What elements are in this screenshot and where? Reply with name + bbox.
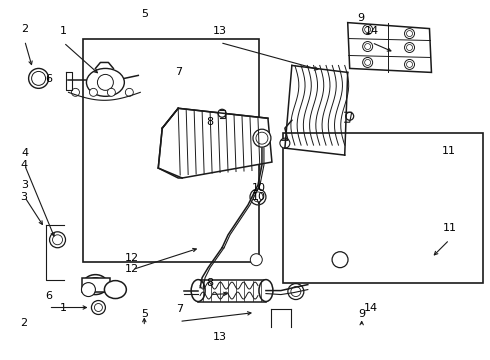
Text: 4: 4 bbox=[21, 148, 28, 158]
Text: 11: 11 bbox=[442, 223, 456, 233]
Circle shape bbox=[288, 284, 304, 300]
Text: 4: 4 bbox=[21, 160, 28, 170]
Ellipse shape bbox=[191, 280, 205, 302]
Text: 9: 9 bbox=[358, 310, 365, 319]
Text: 5: 5 bbox=[141, 9, 148, 19]
Text: 12: 12 bbox=[125, 253, 139, 263]
Text: 9: 9 bbox=[358, 13, 365, 23]
Bar bbox=[283, 133, 484, 283]
Circle shape bbox=[125, 88, 133, 96]
Circle shape bbox=[291, 287, 301, 297]
Circle shape bbox=[363, 24, 372, 35]
Circle shape bbox=[32, 71, 46, 85]
Text: 8: 8 bbox=[206, 117, 213, 127]
Circle shape bbox=[49, 232, 66, 248]
Text: 2: 2 bbox=[21, 318, 28, 328]
Circle shape bbox=[256, 132, 268, 144]
Bar bbox=[198, 280, 266, 302]
Circle shape bbox=[218, 109, 226, 117]
Bar bbox=[82, 278, 110, 292]
Text: 10: 10 bbox=[252, 183, 266, 193]
Text: 10: 10 bbox=[252, 192, 266, 202]
Circle shape bbox=[405, 59, 415, 69]
Ellipse shape bbox=[104, 280, 126, 298]
Circle shape bbox=[407, 45, 413, 50]
Text: 11: 11 bbox=[442, 145, 456, 156]
Circle shape bbox=[346, 112, 354, 120]
Text: 3: 3 bbox=[21, 180, 28, 190]
Circle shape bbox=[95, 303, 102, 311]
Circle shape bbox=[407, 31, 413, 37]
Circle shape bbox=[92, 301, 105, 315]
Polygon shape bbox=[348, 23, 432, 72]
Text: 3: 3 bbox=[21, 192, 27, 202]
Circle shape bbox=[253, 192, 263, 202]
Circle shape bbox=[28, 68, 49, 88]
Text: 7: 7 bbox=[175, 305, 183, 315]
Circle shape bbox=[250, 189, 266, 205]
Circle shape bbox=[407, 62, 413, 67]
Circle shape bbox=[363, 41, 372, 51]
Circle shape bbox=[81, 283, 96, 297]
Circle shape bbox=[405, 42, 415, 53]
Text: 1: 1 bbox=[60, 303, 67, 314]
Circle shape bbox=[365, 59, 370, 66]
Circle shape bbox=[98, 75, 113, 90]
Text: 7: 7 bbox=[175, 67, 183, 77]
Ellipse shape bbox=[83, 275, 108, 294]
Bar bbox=[83, 40, 259, 262]
Text: 13: 13 bbox=[213, 26, 227, 36]
Text: 14: 14 bbox=[364, 303, 378, 314]
Circle shape bbox=[405, 28, 415, 39]
Circle shape bbox=[365, 44, 370, 50]
Text: 14: 14 bbox=[365, 26, 379, 36]
Text: 6: 6 bbox=[45, 291, 52, 301]
Circle shape bbox=[280, 138, 290, 148]
Text: 8: 8 bbox=[207, 278, 214, 288]
Ellipse shape bbox=[86, 68, 124, 96]
Ellipse shape bbox=[259, 280, 273, 302]
Circle shape bbox=[52, 235, 63, 245]
Circle shape bbox=[365, 27, 370, 32]
Circle shape bbox=[363, 58, 372, 67]
Text: 5: 5 bbox=[141, 310, 148, 319]
Circle shape bbox=[253, 129, 271, 147]
Text: 6: 6 bbox=[45, 74, 52, 84]
Circle shape bbox=[250, 254, 262, 266]
Circle shape bbox=[107, 88, 115, 96]
Text: 1: 1 bbox=[60, 26, 67, 36]
Circle shape bbox=[90, 88, 98, 96]
Text: 13: 13 bbox=[213, 332, 226, 342]
Text: 2: 2 bbox=[21, 23, 28, 33]
Text: 12: 12 bbox=[124, 264, 139, 274]
Circle shape bbox=[72, 88, 79, 96]
Polygon shape bbox=[158, 108, 272, 178]
Ellipse shape bbox=[86, 278, 104, 292]
Circle shape bbox=[332, 252, 348, 268]
